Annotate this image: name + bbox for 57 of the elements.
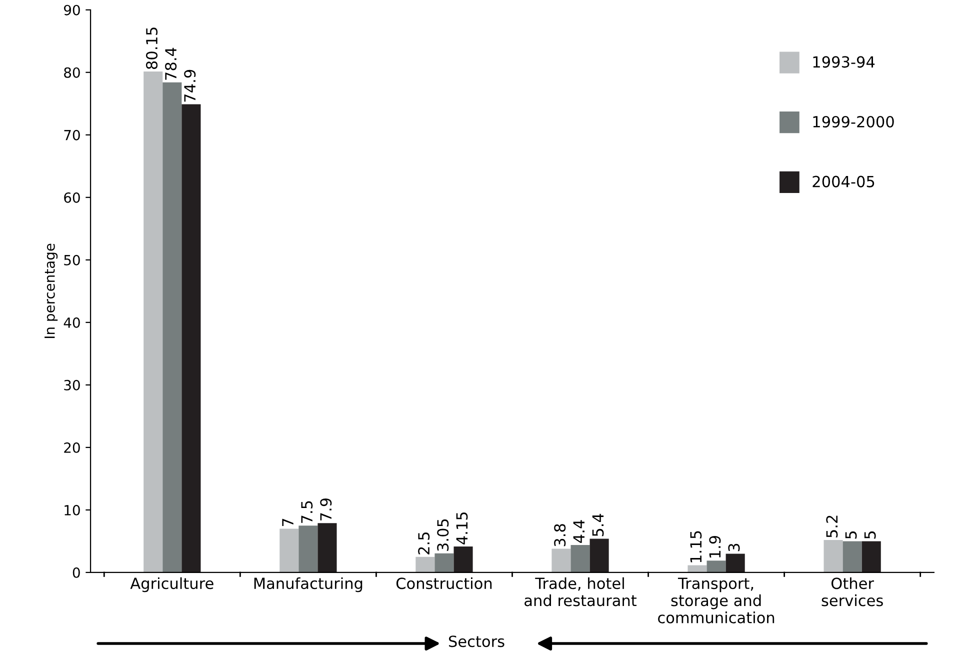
bar (590, 538, 609, 572)
y-tick-label: 90 (64, 4, 80, 16)
data-label: 5 (864, 531, 876, 539)
y-tick-label: 80 (64, 67, 80, 78)
y-tick-label: 0 (72, 567, 80, 578)
bar (454, 546, 473, 572)
y-tick-label: 30 (64, 380, 80, 390)
data-label: 4.4 (573, 520, 584, 543)
bar (862, 541, 881, 572)
bar (280, 528, 299, 572)
x-tick-label: Construction (396, 577, 492, 590)
x-tick-label: Other services (822, 577, 883, 606)
y-tick-label: 70 (64, 130, 80, 140)
data-label: 7 (282, 518, 294, 526)
bar (318, 523, 337, 572)
data-label: 1.15 (690, 531, 702, 562)
bar (434, 553, 454, 572)
data-label: 4.15 (456, 512, 468, 544)
x-tick-label: Agriculture (130, 577, 214, 592)
data-label: 3 (728, 544, 740, 552)
bar (726, 554, 745, 572)
data-label: 5.4 (592, 514, 604, 536)
data-label: 78.4 (165, 48, 177, 80)
legend-label: 1999-2000 (813, 116, 894, 128)
data-label: 2.5 (418, 532, 430, 554)
bar (144, 71, 163, 572)
data-label: 7.9 (320, 498, 332, 520)
bar (182, 104, 201, 572)
legend-label: 2004-05 (812, 176, 874, 188)
data-label: 74.9 (184, 70, 196, 102)
data-label: 3.05 (437, 519, 449, 551)
data-label: 1.9 (709, 536, 721, 558)
bar (416, 556, 435, 572)
x-tick-label: Transport, storage and communication (658, 578, 774, 624)
data-label: 3.8 (554, 524, 566, 546)
bar (824, 540, 843, 572)
y-tick-label: 10 (64, 504, 80, 516)
data-label: 5.2 (826, 516, 838, 538)
x-tick-label: Trade, hotel and restaurant (524, 577, 637, 606)
y-tick-label: 40 (64, 317, 80, 328)
y-tick-label: 60 (64, 192, 80, 203)
bar (298, 526, 318, 572)
bar (552, 548, 571, 572)
data-label: 80.15 (146, 28, 158, 70)
bar (842, 541, 862, 572)
bar (570, 544, 590, 572)
bar (688, 565, 707, 572)
y-axis-title: In percentage (44, 244, 58, 338)
legend-label: 1993-94 (813, 56, 875, 68)
data-label: 7.5 (301, 501, 313, 523)
y-tick-label: 50 (64, 254, 80, 266)
bar (162, 82, 182, 572)
data-label: 5 (845, 531, 857, 539)
x-axis-title: Sectors (448, 636, 504, 648)
bar (706, 560, 726, 572)
y-tick-label: 20 (64, 442, 80, 453)
x-tick-label: Manufacturing (254, 577, 362, 592)
